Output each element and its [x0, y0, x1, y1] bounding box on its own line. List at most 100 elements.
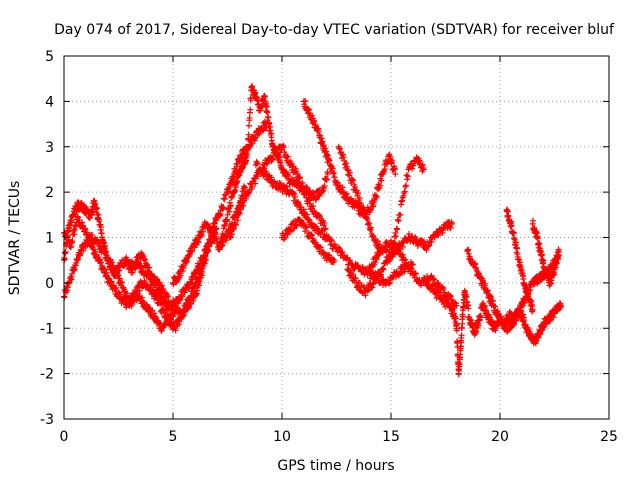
- data-point-interp: [369, 281, 376, 288]
- data-point-interp: [442, 303, 449, 310]
- data-point: [558, 302, 565, 309]
- data-point-interp: [198, 232, 205, 239]
- data-point-interp: [321, 219, 328, 226]
- data-point-interp: [291, 190, 298, 197]
- data-point-interp: [237, 206, 244, 213]
- data-point-interp: [188, 293, 195, 300]
- data-point-interp: [263, 100, 270, 107]
- data-point-interp: [151, 310, 158, 317]
- data-point-interp: [308, 231, 315, 238]
- data-point-interp: [245, 190, 252, 197]
- data-point-interp: [389, 274, 396, 281]
- data-point-interp: [395, 245, 402, 252]
- data-point-interp: [394, 216, 401, 223]
- data-point-interp: [236, 210, 243, 217]
- data-point-interp: [262, 168, 269, 175]
- data-point-interp: [369, 284, 376, 291]
- data-point-interp: [302, 228, 309, 235]
- data-point-interp: [102, 266, 109, 273]
- data-point-interp: [310, 202, 317, 209]
- data-point-interp: [366, 225, 373, 232]
- data-point-interp: [367, 267, 374, 274]
- y-tick-label: 3: [45, 140, 54, 156]
- data-point-interp: [372, 259, 379, 266]
- data-point-interp: [111, 273, 118, 280]
- data-point-interp: [452, 299, 459, 306]
- data-point-interp: [381, 245, 388, 252]
- data-point-interp: [354, 262, 361, 269]
- data-point-interp: [302, 189, 309, 196]
- data-point: [449, 220, 456, 227]
- data-point-interp: [428, 239, 435, 246]
- data-point-interp: [351, 275, 358, 282]
- data-point: [100, 239, 107, 246]
- data-point-interp: [412, 270, 419, 277]
- data-point-interp: [230, 226, 237, 233]
- data-point-interp: [453, 327, 460, 334]
- data-point-interp: [76, 216, 83, 223]
- data-point-interp: [346, 257, 353, 264]
- data-point-interp: [419, 238, 426, 245]
- data-point-interp: [538, 327, 545, 334]
- chart-title: Day 074 of 2017, Sidereal Day-to-day VTE…: [54, 22, 615, 38]
- data-point-interp: [463, 293, 470, 300]
- data-point-interp: [389, 157, 396, 164]
- data-point-interp: [381, 245, 388, 252]
- data-point-interp: [339, 249, 346, 256]
- data-point-interp: [236, 209, 243, 216]
- data-point: [322, 225, 329, 232]
- data-point-interp: [430, 275, 437, 282]
- data-point-interp: [346, 169, 353, 176]
- data-point-interp: [229, 231, 236, 238]
- data-point-interp: [360, 205, 367, 212]
- data-point-interp: [530, 217, 537, 224]
- data-point-interp: [220, 233, 227, 240]
- data-point-interp: [304, 184, 311, 191]
- data-point-interp: [353, 187, 360, 194]
- data-point-interp: [380, 266, 387, 273]
- data-point-interp: [281, 149, 288, 156]
- data-point-interp: [246, 114, 253, 121]
- data-point-interp: [292, 194, 299, 201]
- data-point-interp: [409, 165, 416, 172]
- data-point-interp: [236, 172, 243, 179]
- data-point-interp: [317, 244, 324, 251]
- data-point-interp: [372, 276, 379, 283]
- data-point-interp: [386, 280, 393, 287]
- data-point-interp: [298, 183, 305, 190]
- data-point-interp: [290, 190, 297, 197]
- data-point-interp: [520, 311, 527, 318]
- data-point-interp: [172, 327, 179, 334]
- data-point-interp: [459, 313, 466, 320]
- data-point-interp: [382, 166, 389, 173]
- data-point-interp: [354, 283, 361, 290]
- data-point-interp: [540, 257, 547, 264]
- data-point-interp: [379, 265, 386, 272]
- data-point-interp: [555, 252, 562, 259]
- data-point-interp: [319, 138, 326, 145]
- data-point-interp: [425, 242, 432, 249]
- data-point-interp: [350, 271, 357, 278]
- data-point-interp: [319, 227, 326, 234]
- data-point-interp: [364, 287, 371, 294]
- data-point-interp: [302, 98, 309, 105]
- data-point-interp: [219, 242, 226, 249]
- data-point-interp: [328, 236, 335, 243]
- data-point-interp: [399, 243, 406, 250]
- data-point-interp: [397, 201, 404, 208]
- data-point-interp: [293, 222, 300, 229]
- data-point-interp: [391, 233, 398, 240]
- data-point-interp: [520, 314, 527, 321]
- data-point-interp: [282, 234, 289, 241]
- data-point-interp: [402, 256, 409, 263]
- data-point-interp: [392, 233, 399, 240]
- data-point-interp: [498, 314, 505, 321]
- data-point-interp: [103, 248, 110, 255]
- data-point-interp: [330, 256, 337, 263]
- data-point-interp: [534, 235, 541, 242]
- grid: [64, 56, 609, 419]
- data-point-interp: [306, 197, 313, 204]
- data-point-interp: [386, 257, 393, 264]
- data-point-interp: [245, 122, 252, 129]
- data-point-interp: [264, 158, 271, 165]
